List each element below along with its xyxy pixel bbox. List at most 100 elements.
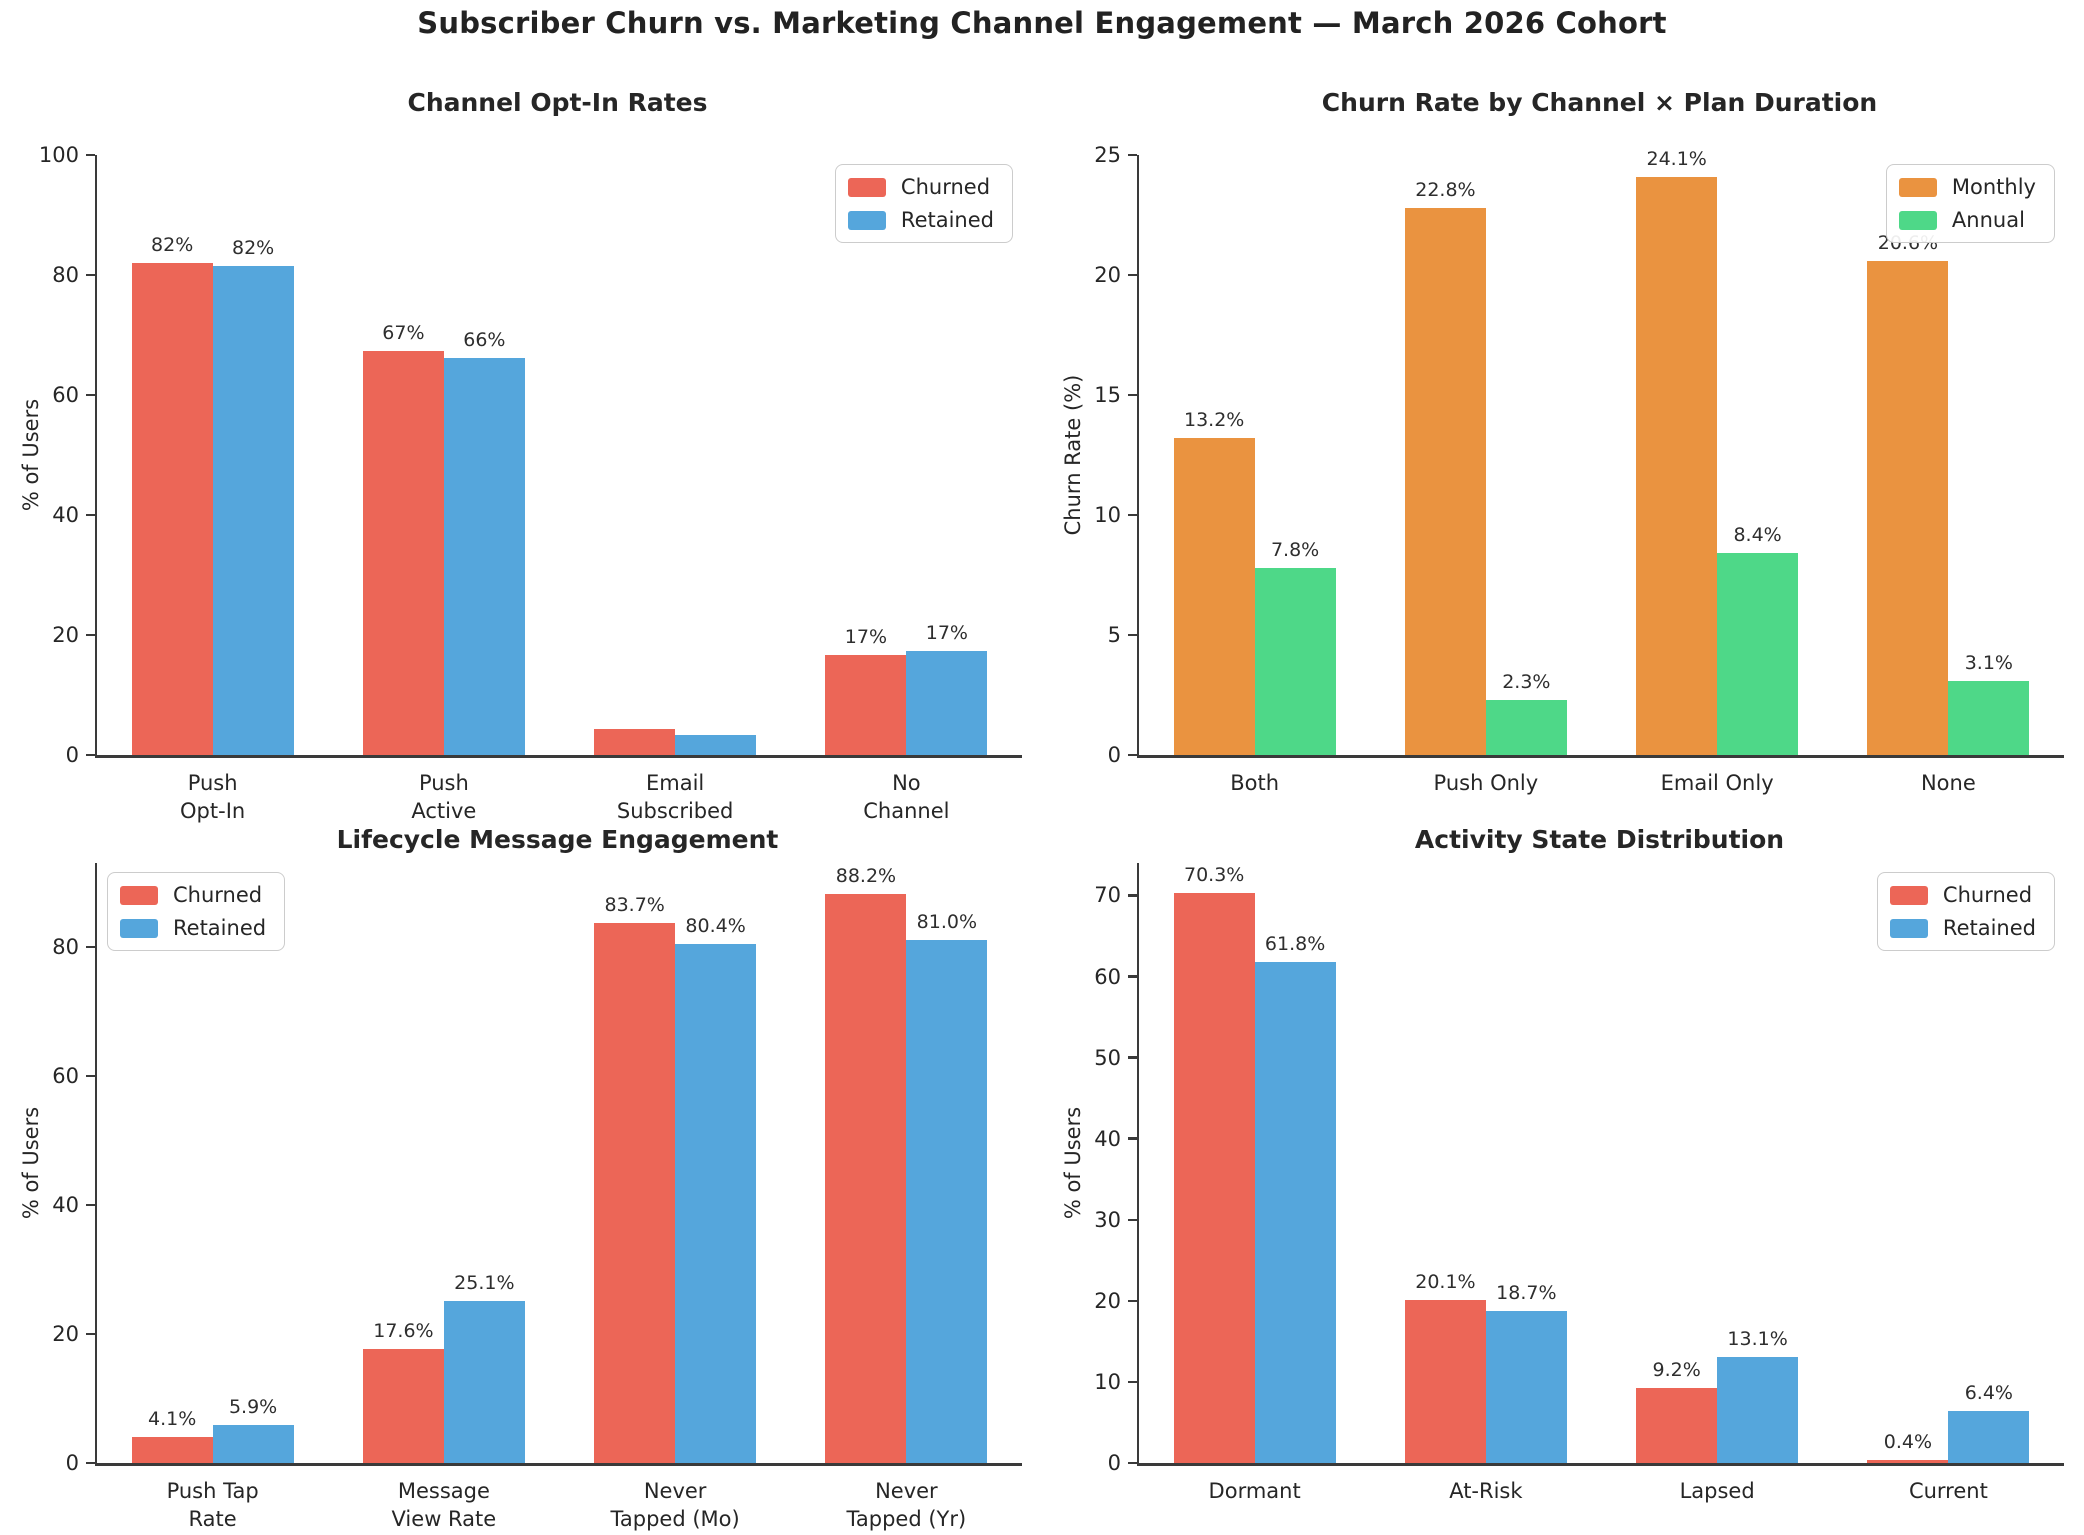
plot-area: 0 10 20 30 40 50 60 70 % of Users 70.3% 61.8% Dorma… [1061,863,2064,1503]
legend-label: Churned [900,175,991,199]
bar-group: 67% 66% [328,155,559,755]
bar-monthly: 20.6% [1867,232,1949,755]
y-tick-mark [1128,513,1137,517]
bar-retained: 82% [212,237,294,755]
bar-value-label: 17% [925,622,968,645]
bar-churned: 17% [825,626,907,755]
bar-group [560,155,791,755]
y-tick-label: 20 [1094,1288,1121,1313]
y-tick-mark [1128,1218,1137,1222]
bar-group: 0.4% 6.4% [1833,863,2064,1463]
y-tick-mark [86,945,95,949]
y-tick-label: 0 [65,743,79,767]
x-category-label: Push Opt-In [180,771,246,823]
legend-swatch [1898,210,1937,230]
bar-retained: 61.8% [1254,933,1336,1463]
chart-title: Lifecycle Message Engagement [336,825,779,854]
bar-retained: 13.1% [1717,1328,1799,1463]
chart-title: Churn Rate by Channel × Plan Duration [1321,88,1878,117]
bar-group: 70.3% 61.8% [1139,863,1370,1463]
y-tick-mark [86,153,95,157]
bar-churned: 9.2% [1636,1359,1718,1463]
bar-value-label: 24.1% [1646,147,1707,170]
y-tick-mark [86,753,95,757]
legend-label: Churned [1942,883,2033,907]
bar-group: 17.6% 25.1% [328,863,559,1463]
y-tick-mark [1128,1056,1137,1059]
bar-value-label: 13.1% [1727,1327,1788,1350]
bar-value-label: 3.1% [1964,651,2013,674]
y-tick-mark [86,633,95,637]
y-tick-label: 60 [1094,964,1121,989]
legend-swatch [1898,177,1937,197]
y-tick-label: 50 [1094,1045,1121,1070]
legend-swatch [120,885,158,905]
bar-value-label: 25.1% [454,1272,515,1295]
bar-retained: 18.7% [1485,1282,1567,1463]
y-axis-title: Churn Rate (%) [1061,374,1085,536]
bar-churned: 17.6% [362,1320,444,1463]
bar-churned: 70.3% [1173,864,1255,1463]
bar-value-label: 83.7% [604,894,665,916]
bar-churned: 0.4% [1867,1431,1949,1463]
y-tick-mark [1128,975,1137,978]
bar-value-label: 9.2% [1652,1359,1701,1382]
bar-group: 24.1% 8.4% [1602,148,1833,755]
legend: Churned Retained [107,872,286,951]
legend-swatch [1889,885,1928,905]
y-tick-mark [86,1074,95,1078]
bar-value-label: 6.4% [1964,1382,2013,1405]
x-category-label: None [1920,771,1976,795]
bar-value-label: 7.8% [1270,538,1320,561]
bar-retained: 6.4% [1948,1382,2030,1463]
x-category-label: No Channel [863,771,950,823]
y-tick-mark [1128,393,1137,397]
y-tick-mark [86,1332,95,1336]
bar-value-label: 81.0% [916,911,978,934]
bar-value-label: 80.4% [685,915,746,938]
y-tick-label: 15 [1094,383,1121,407]
bar-monthly: 24.1% [1636,148,1718,755]
legend-row: Retained [120,916,266,940]
legend: Churned Retained [1876,872,2055,951]
x-category-label: Current [1908,1479,1988,1503]
y-tick-mark [1128,1299,1137,1303]
y-tick-label: 40 [52,503,79,527]
bar-value-label: 8.4% [1733,524,1782,547]
y-tick-mark [1128,753,1137,757]
legend-label: Retained [1942,916,2036,940]
bar-retained: 17% [906,622,988,755]
bar-churned [594,729,676,755]
bar-annual: 3.1% [1948,652,2030,755]
bar-value-label: 20.1% [1415,1271,1476,1294]
y-tick-label: 60 [52,383,79,407]
legend-row: Churned [847,175,994,199]
y-tick-label: 0 [1107,743,1121,767]
legend-row: Churned [1889,883,2036,907]
bar-churned: 82% [131,234,213,755]
y-tick-label: 40 [1094,1126,1121,1151]
y-tick-label: 40 [52,1192,79,1217]
bar-group: 13.2% 7.8% [1139,155,1370,755]
x-category-label: Message View Rate [391,1479,497,1531]
legend-row: Retained [847,208,994,232]
y-tick-label: 25 [1094,143,1121,167]
y-tick-label: 80 [52,263,79,287]
y-tick-label: 70 [1094,883,1121,908]
y-tick-mark [1128,273,1137,277]
bar-value-label: 70.3% [1183,864,1245,886]
bar-monthly: 13.2% [1173,409,1255,755]
bar-value-label: 17.6% [373,1320,434,1343]
bar-group: 17% 17% [791,155,1022,755]
plot-area: 0 20 40 60 80 100 % of Users 82% 82% Push Opt-In 6… [19,144,1022,823]
bar-monthly: 22.8% [1404,179,1486,755]
chart-panel-3: Activity State Distribution 0 10 20 30 40 50 60… [1042,805,2084,1535]
bar-group: 22.8% 2.3% [1370,155,1601,755]
y-tick-label: 20 [1094,263,1121,287]
bar-value-label: 82% [231,237,275,259]
legend-label: Monthly [1951,175,2036,199]
x-category-label: Never Tapped (Mo) [610,1479,740,1531]
x-category-label: Never Tapped (Yr) [846,1479,967,1531]
legend-label: Churned [173,883,263,907]
bar-group: 82% 82% [97,155,328,755]
